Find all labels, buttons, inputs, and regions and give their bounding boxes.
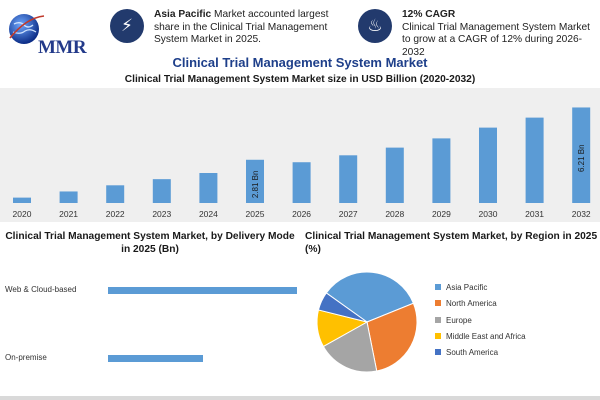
x-tick-label: 2023 xyxy=(152,209,171,219)
x-tick-label: 2031 xyxy=(525,209,544,219)
bar-2026 xyxy=(292,162,311,203)
brand-logo: MMR xyxy=(6,10,88,58)
bar-2020 xyxy=(13,197,31,203)
page-title: Clinical Trial Management System Market xyxy=(172,55,428,70)
pie-slice xyxy=(317,292,368,323)
bar-2023 xyxy=(152,179,171,203)
x-tick-label: 2032 xyxy=(572,209,591,219)
info-text-cagr: 12% CAGR Clinical Trial Management System… xyxy=(402,9,598,59)
delivery-chart-title: Clinical Trial Management System Market,… xyxy=(5,231,295,255)
region-pie-chart xyxy=(316,271,418,373)
bar-data-label: 6.21 Bn xyxy=(577,144,586,172)
legend-swatch xyxy=(435,284,441,290)
pie-slice xyxy=(366,302,418,372)
bar-2022 xyxy=(106,185,125,203)
bar-2028 xyxy=(385,147,404,203)
legend-label: Asia Pacific xyxy=(446,283,488,292)
legend-swatch xyxy=(435,349,441,356)
bar-2024 xyxy=(199,173,218,203)
region-chart-title: Clinical Trial Management System Market,… xyxy=(305,231,598,255)
bar-2030 xyxy=(479,127,497,203)
info-text-region: Asia Pacific Market accounted largest sh… xyxy=(154,9,354,47)
pie-slice xyxy=(322,321,378,373)
x-tick-label: 2030 xyxy=(479,209,498,219)
info-highlight-region: Asia Pacific xyxy=(154,9,212,20)
info-body-region: Market accounted largest share in the Cl… xyxy=(154,9,329,45)
legend-label: North America xyxy=(446,299,497,309)
bar-data-label: 2.81 Bn xyxy=(251,171,260,199)
legend-swatch xyxy=(435,316,441,323)
delivery-category-label: On-premise xyxy=(5,353,47,362)
bar-chart: 2020 2021 2022 2023 2024 2025 2.81 Bn 2026 2027 2… xyxy=(13,107,591,219)
bar-2025 xyxy=(246,159,264,203)
pie-slice xyxy=(325,271,415,323)
bottom-divider xyxy=(0,396,600,400)
bar-chart-title: Clinical Trial Management System Market … xyxy=(124,74,476,85)
delivery-bar xyxy=(108,287,297,294)
info-body-cagr: Clinical Trial Management System Market … xyxy=(402,21,590,58)
x-tick-label: 2025 xyxy=(246,209,265,219)
flame-icon: ♨ xyxy=(358,9,392,43)
bar-2031 xyxy=(525,117,544,203)
x-tick-label: 2026 xyxy=(292,209,311,219)
delivery-category-label: Web & Cloud-based xyxy=(5,285,77,294)
info-block-cagr: ♨ 12% CAGR Clinical Trial Management Syst… xyxy=(358,9,598,58)
x-tick-label: 2022 xyxy=(106,209,125,219)
x-tick-label: 2021 xyxy=(59,209,78,219)
x-tick-label: 2027 xyxy=(339,209,358,219)
brand-logo-text: MMR xyxy=(38,37,87,58)
bolt-icon: ⚡ xyxy=(110,9,144,43)
x-tick-label: 2029 xyxy=(432,209,451,219)
info-block-region: ⚡ Asia Pacific Market accounted largest … xyxy=(110,9,350,51)
legend-label: Middle East and Africa xyxy=(446,331,526,341)
globe-icon xyxy=(9,14,45,44)
bar-2027 xyxy=(339,155,358,203)
bar-2021 xyxy=(59,191,78,203)
x-tick-label: 2024 xyxy=(199,209,218,219)
legend-label: Europe xyxy=(446,315,472,325)
x-tick-label: 2028 xyxy=(385,209,404,219)
bar-2029 xyxy=(432,138,451,203)
legend-swatch xyxy=(435,332,441,339)
bar-2032 xyxy=(572,107,591,203)
info-highlight-cagr: 12% CAGR xyxy=(402,9,456,20)
delivery-bar xyxy=(108,355,203,362)
x-tick-label: 2020 xyxy=(13,209,32,219)
legend-label: South America xyxy=(446,348,499,358)
legend-swatch xyxy=(435,300,441,307)
